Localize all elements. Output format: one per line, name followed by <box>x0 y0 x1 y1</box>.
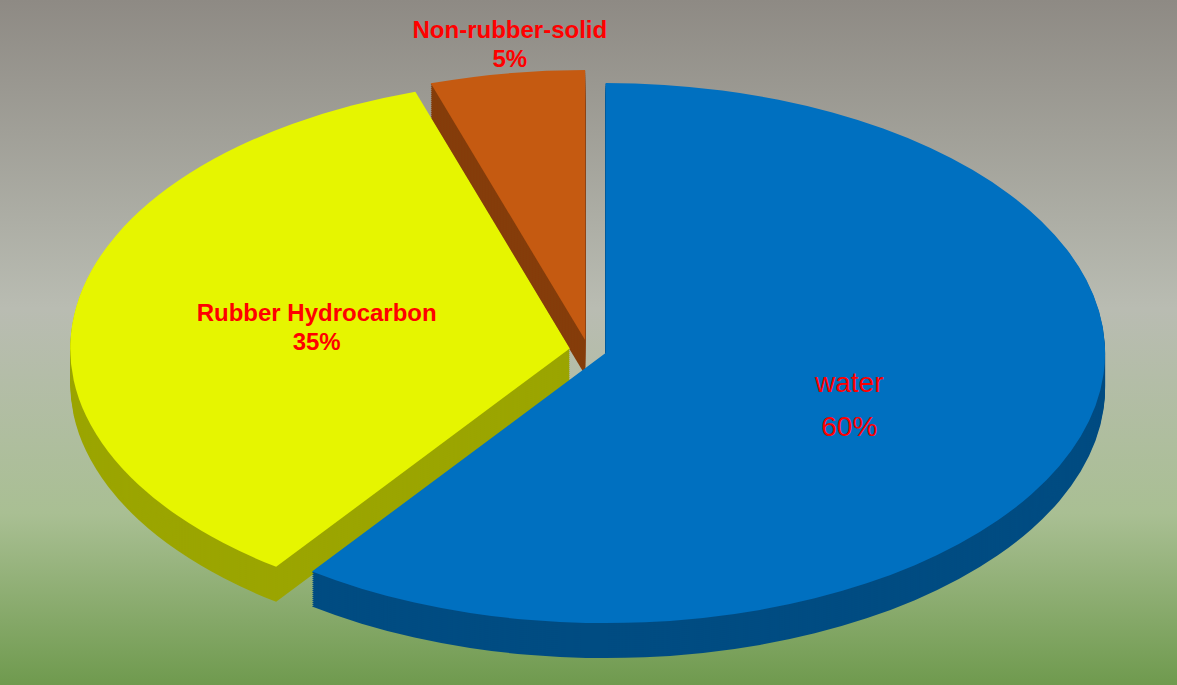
svg-text:Rubber Hydrocarbon35%: Rubber Hydrocarbon35% <box>197 299 437 355</box>
svg-text:Non-rubber-solid5%: Non-rubber-solid5% <box>413 16 608 72</box>
svg-text:water60%: water60% <box>814 367 883 443</box>
